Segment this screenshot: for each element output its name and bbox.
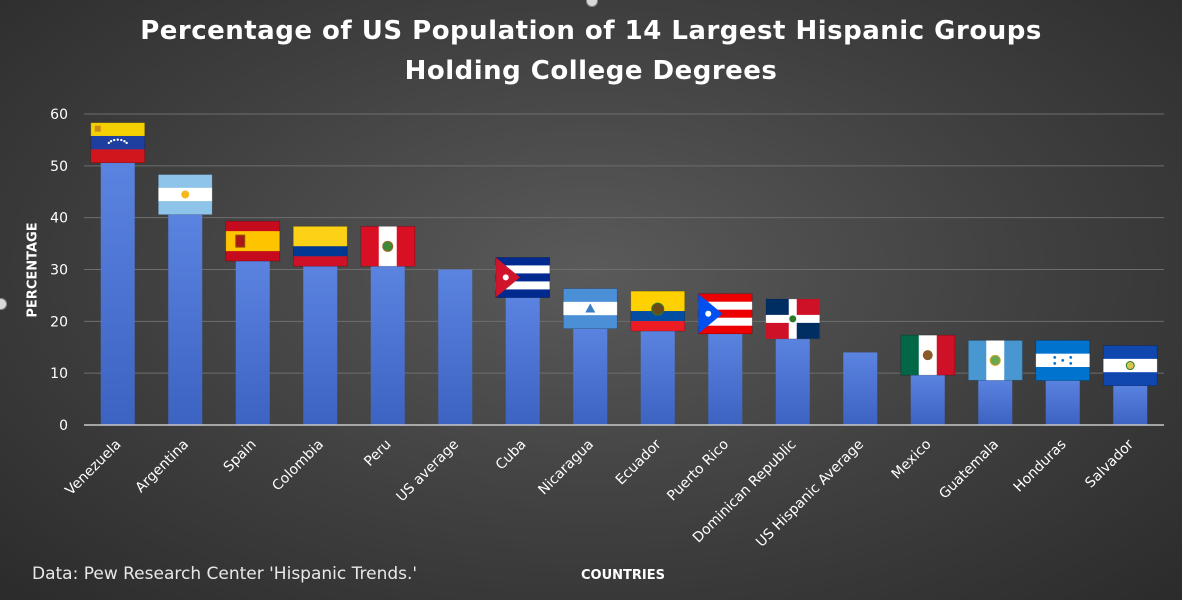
y-tick-label: 10: [50, 366, 68, 382]
bar-8: [640, 329, 675, 425]
cuba-flag: [495, 257, 551, 298]
y-tick-label: 0: [59, 418, 68, 434]
puerto-rico-flag: [697, 293, 753, 335]
peru-flag: [360, 225, 416, 267]
argentina-flag: [157, 174, 213, 215]
bar-15: [1113, 383, 1148, 425]
x-tick-label: Colombia: [269, 437, 327, 495]
y-axis-title: PERCENTAGE: [25, 222, 41, 318]
x-tick-label: Puerto Rico: [664, 437, 732, 505]
ecuador-flag: [630, 290, 686, 332]
bar-2: [235, 259, 270, 425]
x-tick-label: Venezuela: [62, 437, 124, 499]
bar-14: [1045, 378, 1080, 425]
bar-10: [775, 336, 810, 425]
bar-9: [708, 331, 743, 425]
honduras-flag: [1035, 339, 1091, 381]
guatemala-flag: [967, 339, 1023, 381]
bar-5: [438, 269, 473, 425]
x-tick-label: Guatemala: [936, 437, 1002, 503]
salvador-flag: [1102, 345, 1158, 386]
y-tick-label: 30: [50, 263, 68, 279]
x-tick-label: Honduras: [1011, 437, 1070, 496]
bar-4: [370, 264, 405, 425]
bar-11: [843, 352, 878, 425]
y-tick-label: 50: [50, 159, 68, 175]
x-tick-label: Cuba: [493, 437, 530, 474]
bar-7: [573, 326, 608, 425]
y-tick-label: 20: [50, 314, 68, 330]
colombia-flag: [292, 225, 348, 267]
x-axis-title: COUNTRIES: [581, 568, 665, 583]
x-tick-label: Spain: [221, 437, 260, 476]
bar-13: [978, 378, 1013, 425]
x-tick-label: Nicaragua: [535, 437, 597, 499]
y-tick-label: 40: [50, 211, 68, 227]
x-tick-label: Mexico: [889, 437, 935, 483]
dominican-republic-flag: [765, 298, 821, 340]
bar-12: [910, 373, 945, 425]
bar-0: [100, 160, 135, 425]
nicaragua-flag: [562, 288, 618, 329]
x-tick-label: Peru: [361, 437, 394, 470]
x-tick-label: US average: [394, 437, 463, 506]
chart-title-line-2: Holding College Degrees: [404, 56, 778, 86]
mexico-flag: [900, 334, 956, 376]
x-tick-label: Salvador: [1082, 436, 1137, 491]
source-note: Data: Pew Research Center 'Hispanic Tren…: [32, 564, 418, 584]
spain-flag: [225, 220, 281, 262]
bar-3: [303, 264, 338, 425]
x-tick-label: Ecuador: [613, 436, 665, 488]
chart-title-line-1: Percentage of US Population of 14 Larges…: [140, 16, 1042, 46]
y-tick-label: 60: [50, 107, 68, 123]
bar-6: [505, 295, 540, 425]
bar-1: [168, 212, 203, 425]
venezuela-flag: [90, 122, 146, 164]
x-tick-label: Argentina: [132, 437, 192, 497]
